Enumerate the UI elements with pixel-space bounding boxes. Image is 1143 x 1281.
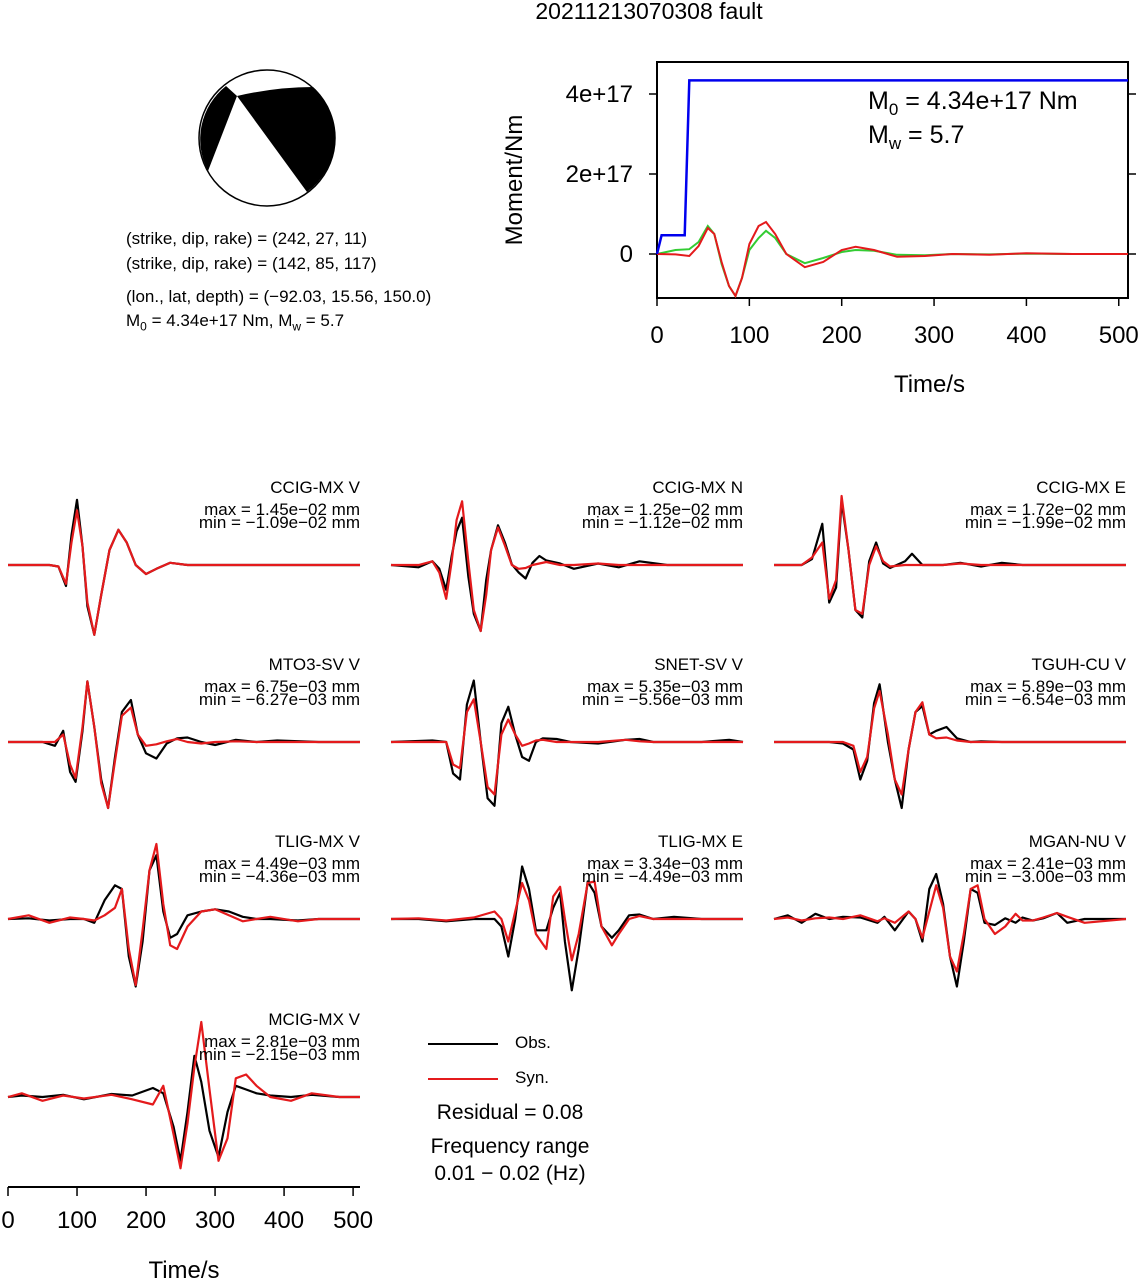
observed-trace <box>390 516 743 633</box>
stf-x-tick-label: 0 <box>650 322 663 349</box>
stf-annotation-mw: Mw = 5.7 <box>868 121 964 153</box>
synthetic-trace <box>774 689 1126 796</box>
station-min: min = −2.15e−03 mm <box>199 1045 360 1064</box>
station-max: max = 5.35e−03 mm <box>587 677 743 696</box>
wave-x-tick-label: 300 <box>195 1207 235 1234</box>
synthetic-trace <box>7 842 360 987</box>
synthetic-trace <box>8 509 360 636</box>
legend-syn-line <box>428 1078 498 1080</box>
station-name: CCIG-MX V <box>270 478 360 497</box>
frequency-range-title: Frequency range <box>430 1135 590 1158</box>
residual-text: Residual = 0.08 <box>436 1101 584 1124</box>
station-min: min = −6.27e−03 mm <box>199 690 360 709</box>
wave-x-tick-label: 0 <box>1 1207 14 1234</box>
stf-x-tick-label: 200 <box>822 322 862 349</box>
station-max: max = 4.49e−03 mm <box>204 854 360 873</box>
observed-trace <box>773 872 1126 988</box>
station-min: min = −1.09e−02 mm <box>199 513 360 532</box>
stf-x-tick-label: 500 <box>1099 322 1139 349</box>
station-name: MTO3-SV V <box>269 655 361 674</box>
stf-y-tick-label: 4e+17 <box>566 81 633 108</box>
legend-obs-label: Obs. <box>515 1033 551 1052</box>
synthetic-trace <box>391 500 743 633</box>
station-min: min = −4.36e−03 mm <box>199 867 360 886</box>
synthetic-trace <box>8 680 360 810</box>
station-max: max = 1.25e−02 mm <box>587 500 743 519</box>
wave-x-tick-label: 400 <box>264 1207 304 1234</box>
station-max: max = 6.75e−03 mm <box>204 677 360 696</box>
station-min: min = −1.12e−02 mm <box>582 513 743 532</box>
station-min: min = −5.56e−03 mm <box>582 690 743 709</box>
station-name: TLIG-MX E <box>658 832 743 851</box>
synthetic-trace <box>773 884 1127 973</box>
stf-series-cumulative <box>655 79 1128 255</box>
legend-obs-line <box>428 1043 498 1045</box>
wave-x-tick-label: 500 <box>333 1207 373 1234</box>
stf-frame <box>656 61 1129 299</box>
stf-y-tick-label: 2e+17 <box>566 161 633 188</box>
nodal-plane-2: (strike, dip, rake) = (142, 85, 117) <box>126 254 377 273</box>
station-max: max = 2.81e−03 mm <box>204 1032 360 1051</box>
station-max: max = 5.89e−03 mm <box>970 677 1126 696</box>
source-time-function-chart: 0 100 200 300 400 500 0 2e+17 4e+17 Time/s Moment/… <box>501 61 1139 398</box>
stf-y-axis-label: Moment/Nm <box>501 115 528 246</box>
station-min: min = −4.49e−03 mm <box>582 867 743 886</box>
wave-x-tick-label: 100 <box>57 1207 97 1234</box>
legend-syn-label: Syn. <box>515 1068 550 1087</box>
nodal-plane-1: (strike, dip, rake) = (242, 27, 11) <box>126 229 368 248</box>
station-name: TLIG-MX V <box>275 832 361 851</box>
station-min: min = −6.54e−03 mm <box>965 690 1126 709</box>
figure-title: 20211213070308 fault <box>535 0 763 24</box>
station-name: TGUH-CU V <box>1032 655 1127 674</box>
wave-x-axis-label: Time/s <box>148 1257 219 1281</box>
synthetic-trace <box>7 1020 360 1170</box>
frequency-range-value: 0.01 − 0.02 (Hz) <box>434 1162 586 1185</box>
stf-x-axis-label: Time/s <box>894 371 965 398</box>
synthetic-trace <box>390 880 743 962</box>
wave-x-tick-label: 200 <box>126 1207 166 1234</box>
stf-series-red <box>656 220 1128 299</box>
station-name: CCIG-MX N <box>652 478 743 497</box>
beachball-icon <box>198 69 336 207</box>
station-max: max = 1.45e−02 mm <box>204 500 360 519</box>
synthetic-trace <box>391 698 743 796</box>
station-name: SNET-SV V <box>654 655 743 674</box>
stf-x-tick-label: 100 <box>729 322 769 349</box>
station-min: min = −3.00e−03 mm <box>965 867 1126 886</box>
station-max: max = 2.41e−03 mm <box>970 854 1126 873</box>
station-min: min = −1.99e−02 mm <box>965 513 1126 532</box>
station-name: MGAN-NU V <box>1029 832 1127 851</box>
moment-magnitude-line: M0 = 4.34e+17 Nm, Mw = 5.7 <box>126 311 345 334</box>
station-name: CCIG-MX E <box>1036 478 1126 497</box>
station-max: max = 3.34e−03 mm <box>587 854 743 873</box>
stf-x-tick-label: 400 <box>1006 322 1046 349</box>
observed-trace <box>391 865 743 992</box>
synthetic-trace <box>774 494 1126 615</box>
station-max: max = 1.72e−02 mm <box>970 500 1126 519</box>
stf-annotation-m0: M0 = 4.34e+17 Nm <box>868 87 1078 119</box>
station-name: MCIG-MX V <box>268 1010 360 1029</box>
hypocenter-location: (lon., lat, depth) = (−92.03, 15.56, 150… <box>126 287 432 306</box>
stf-x-tick-label: 300 <box>914 322 954 349</box>
stf-y-tick-label: 0 <box>620 241 633 268</box>
